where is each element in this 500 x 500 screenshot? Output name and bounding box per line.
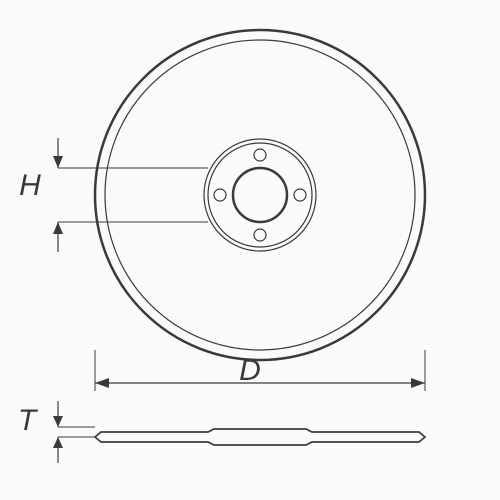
t-arrow-bot [53, 437, 63, 448]
bore-circle [233, 168, 287, 222]
bolt-hole [214, 189, 226, 201]
d-arrow-right [411, 378, 425, 388]
technical-drawing: H D T [0, 0, 500, 500]
dimension-t-label: T [18, 404, 39, 437]
hub-outer-circle [208, 143, 312, 247]
h-arrow-bot [53, 222, 63, 234]
bolt-hole [254, 229, 266, 241]
outer-shoulder-circle [105, 40, 415, 350]
dimension-h-label: H [19, 169, 41, 202]
side-profile [95, 429, 425, 445]
dimension-d-label: D [239, 354, 261, 387]
bolt-hole [294, 189, 306, 201]
d-arrow-left [95, 378, 109, 388]
bolt-hole [254, 149, 266, 161]
outer-diameter-circle [95, 30, 425, 360]
t-arrow-top [53, 416, 63, 427]
hub-blend-circle [204, 139, 316, 251]
h-arrow-top [53, 156, 63, 168]
